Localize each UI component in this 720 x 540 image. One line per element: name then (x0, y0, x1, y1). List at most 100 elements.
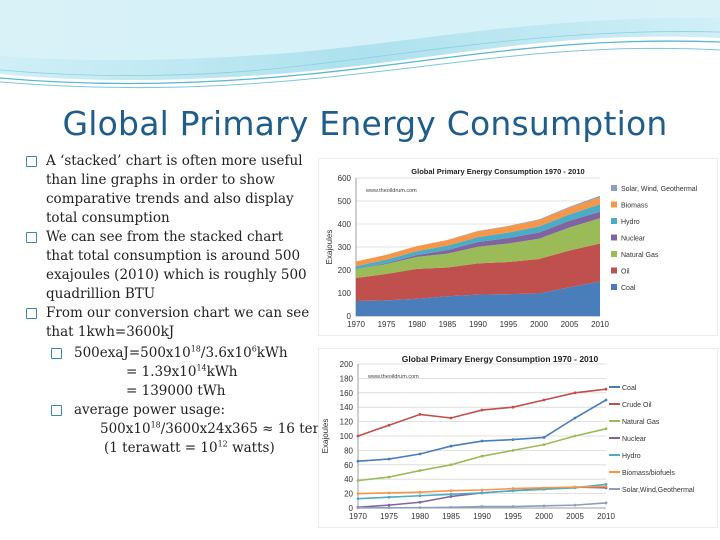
y-tick-label: 300 (338, 243, 352, 252)
point-natural-gas (356, 479, 360, 483)
point-natural-gas (604, 427, 608, 431)
bullet-text-line: that total consumption is around 500 (46, 248, 301, 264)
header-wave-decoration (0, 0, 720, 89)
legend-swatch-nuclear (611, 234, 617, 241)
legend-label-natural-gas: Natural Gas (622, 419, 660, 426)
point-hydro (604, 482, 608, 486)
legend-swatch-solar-wind-geothermal (611, 185, 617, 191)
point-natural-gas (542, 443, 546, 447)
area-natural-gas (356, 218, 600, 279)
bullet-text-line: We can see from the stacked chart (46, 229, 284, 245)
point-coal (573, 416, 577, 420)
x-tick-label: 1995 (504, 512, 522, 521)
point-crude-oil (356, 434, 360, 438)
point-coal (418, 452, 422, 456)
calc-line-1: 500exaJ=500x1018/3.6x106kWh (74, 344, 288, 361)
calc-line-6: (1 terawatt = 1012 watts) (104, 439, 275, 456)
point-coal (604, 398, 608, 402)
bullet-marker-icon (51, 348, 62, 359)
legend-label-biomass-biofuels: Biomass/biofuels (622, 470, 675, 477)
legend-label-crude-oil: Crude Oil (622, 402, 652, 409)
point-natural-gas (449, 463, 453, 467)
point-coal (542, 436, 546, 439)
point-biomass-biofuels (542, 486, 546, 490)
chart-source: www.theoildrum.com (365, 188, 417, 194)
y-tick-label: 0 (347, 312, 352, 321)
bullet-text-line: than line graphs in order to show (46, 172, 275, 188)
chart-source: www.theoildrum.com (367, 374, 419, 380)
x-tick-label: 2005 (561, 320, 579, 329)
bullet-text-line: exajoules (2010) which is roughly 500 (46, 267, 307, 283)
point-crude-oil (573, 391, 577, 395)
bullet-text-line: total consumption (46, 210, 170, 226)
legend-label-biomass: Biomass (621, 203, 648, 210)
legend-label-solar-wind-geothermal: Solar, Wind, Geothermal (621, 186, 698, 193)
y-tick-label: 100 (338, 289, 352, 298)
bullet-list: A ‘stacked’ chart is often more useful t… (24, 152, 365, 458)
chart-title: Global Primary Energy Consumption 1970 -… (402, 354, 599, 364)
x-tick-label: 1975 (380, 512, 398, 521)
bullet-conversion: From our conversion chart we can see tha… (24, 304, 316, 342)
bullet-marker-icon (51, 405, 62, 416)
legend-label-nuclear: Nuclear (622, 436, 647, 443)
x-tick-label: 1995 (500, 320, 518, 329)
x-tick-label: 1975 (378, 320, 396, 329)
point-coal (356, 459, 360, 463)
bullet-marker-icon (26, 308, 37, 319)
y-tick-label: 200 (340, 360, 354, 369)
y-tick-label: 100 (340, 432, 354, 441)
legend-label-solar-wind-geothermal: Solar,Wind,Geothermal (622, 487, 695, 494)
point-biomass-biofuels (480, 488, 484, 492)
point-natural-gas (480, 454, 484, 458)
point-hydro (418, 494, 422, 498)
point-nuclear (449, 495, 453, 498)
bullet-stacked-chart: A ‘stacked’ chart is often more useful t… (24, 152, 316, 228)
x-tick-label: 1980 (408, 320, 426, 329)
area-biomass (356, 197, 600, 267)
x-tick-label: 1970 (347, 320, 365, 329)
bullet-text-line: A ‘stacked’ chart is often more useful (46, 153, 303, 169)
legend-label-oil: Oil (621, 269, 630, 276)
point-natural-gas (511, 449, 515, 452)
point-biomass-biofuels (511, 487, 515, 490)
bullet-marker-icon (26, 156, 37, 167)
point-solar-wind-geothermal (604, 501, 608, 505)
stacked-area-chart: 0 100 200 300 400 500 600 1970 1975 1980 1985 1990 1… (318, 158, 718, 336)
y-tick-label: 200 (338, 266, 352, 275)
bullet-total-consumption: We can see from the stacked chart that t… (24, 228, 316, 304)
point-coal (449, 444, 453, 448)
point-solar-wind-geothermal (511, 505, 515, 508)
y-tick-label: 40 (344, 475, 353, 484)
y-tick-label: 60 (344, 461, 353, 470)
point-crude-oil (604, 387, 608, 391)
point-coal (480, 439, 484, 443)
calc-line-3: = 139000 tWh (126, 383, 226, 399)
y-axis-label: Exajoules (321, 419, 330, 454)
y-tick-label: 500 (338, 197, 352, 206)
bullet-marker-icon (26, 232, 37, 243)
y-tick-label: 160 (340, 389, 354, 398)
legend-swatch-oil (611, 267, 617, 274)
x-tick-label: 2000 (535, 512, 553, 521)
point-nuclear (387, 503, 391, 507)
point-hydro (511, 489, 515, 493)
x-tick-label: 1990 (469, 320, 487, 329)
x-tick-label: 2005 (566, 512, 584, 521)
legend-swatch-biomass (611, 201, 617, 208)
point-biomass-biofuels (387, 491, 391, 495)
y-tick-label: 80 (344, 446, 353, 455)
line-chart: 0 20 40 60 80 100 120 140 160 180 200 1970 1975 1980 1… (318, 348, 718, 528)
point-biomass-biofuels (604, 485, 608, 488)
slide-title: Global Primary Energy Consumption (62, 104, 668, 143)
calc-line-2: = 1.39x1014kWh (126, 363, 238, 380)
x-tick-label: 2010 (591, 320, 609, 329)
point-crude-oil (511, 405, 515, 409)
x-tick-label: 1985 (439, 320, 457, 329)
point-crude-oil (480, 408, 484, 412)
point-biomass-biofuels (356, 492, 360, 495)
y-tick-label: 600 (338, 174, 352, 183)
x-tick-label: 1990 (473, 512, 491, 521)
calc-line-4: average power usage: (74, 402, 225, 418)
sub-bullet-energy-calc: 500exaJ=500x1018/3.6x106kWh = 1.39x1014k… (24, 344, 316, 401)
y-tick-label: 120 (340, 418, 354, 427)
